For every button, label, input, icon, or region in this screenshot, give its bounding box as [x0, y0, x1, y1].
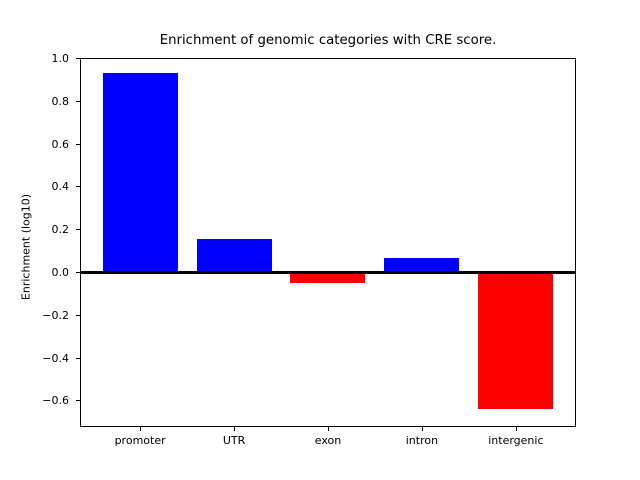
x-tick-mark-intron: [421, 427, 423, 431]
x-tick-mark-UTR: [234, 427, 236, 431]
y-tick-label--0.2: −0.2: [42, 308, 69, 322]
y-tick-label-0.8: 0.8: [51, 94, 70, 108]
bar-UTR: [196, 239, 272, 273]
y-tick-label--0.4: −0.4: [42, 351, 69, 365]
y-tick-mark-1.0: [76, 58, 80, 59]
y-tick-mark-0.4: [76, 186, 80, 188]
y-tick-mark-0.6: [76, 143, 80, 145]
y-tick-label-0.4: 0.4: [51, 180, 70, 194]
y-axis-label: Enrichment (log10): [19, 193, 33, 301]
y-tick-label-1.0: 1.0: [51, 52, 70, 65]
y-tick-mark-0.8: [76, 100, 80, 102]
chart-title: Enrichment of genomic categories with CR…: [159, 33, 497, 48]
y-tick-mark--0.2: [76, 314, 80, 316]
x-tick-label-intron: intron: [405, 434, 439, 447]
x-tick-label-intergenic: intergenic: [488, 434, 544, 447]
x-tick-label-exon: exon: [314, 434, 342, 447]
y-tick-label-0.2: 0.2: [51, 223, 70, 237]
bar-intron: [384, 257, 460, 273]
bar-exon: [290, 272, 366, 284]
x-tick-mark-exon: [327, 427, 329, 431]
x-tick-mark-intergenic: [515, 427, 517, 431]
y-tick-label-0.6: 0.6: [51, 137, 70, 151]
y-tick-mark--0.4: [76, 357, 80, 359]
bar-intergenic: [478, 272, 554, 410]
y-tick-mark-0.0: [76, 272, 80, 273]
x-tick-mark-promoter: [140, 427, 142, 431]
y-tick-label-0.0: 0.0: [51, 266, 70, 279]
y-tick-mark--0.6: [76, 400, 80, 402]
y-tick-label--0.6: −0.6: [42, 394, 69, 408]
x-tick-label-UTR: UTR: [222, 434, 246, 447]
plot-area: [80, 58, 576, 427]
bar-promoter: [102, 73, 178, 273]
zero-line: [80, 271, 576, 274]
y-tick-mark-0.2: [76, 229, 80, 231]
x-tick-label-promoter: promoter: [114, 434, 166, 447]
